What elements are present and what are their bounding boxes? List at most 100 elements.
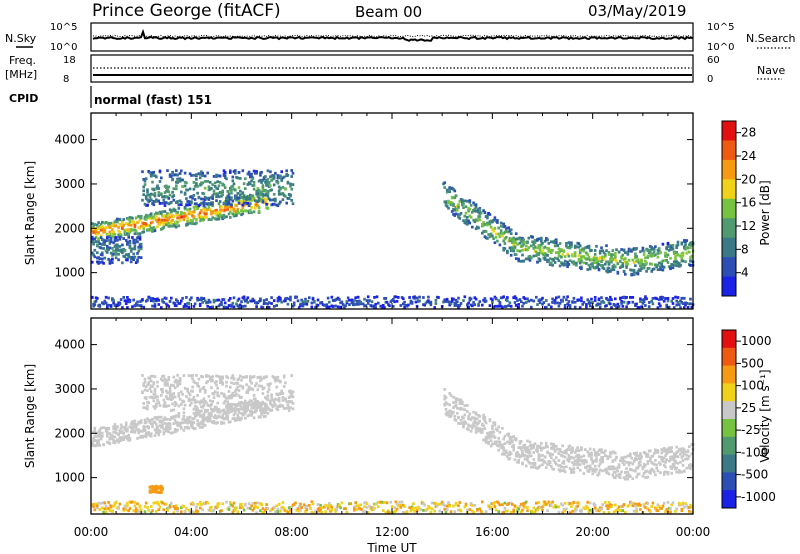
echo-cell bbox=[429, 303, 433, 307]
echo-cell bbox=[560, 255, 563, 258]
echo-cell bbox=[170, 501, 173, 505]
echo-cell bbox=[241, 203, 245, 207]
echo-cell bbox=[334, 304, 337, 308]
velocity-cells bbox=[91, 373, 695, 515]
echo-cell bbox=[452, 401, 455, 404]
echo-cell bbox=[227, 390, 231, 393]
echo-cell bbox=[267, 301, 271, 304]
echo-cell bbox=[635, 259, 638, 263]
echo-cell bbox=[167, 221, 171, 225]
echo-cell bbox=[133, 419, 137, 423]
echo-cell bbox=[478, 300, 482, 303]
echo-cell bbox=[191, 219, 194, 223]
echo-cell bbox=[518, 442, 522, 445]
echo-cell bbox=[234, 390, 237, 393]
echo-cell bbox=[509, 452, 513, 455]
echo-cell bbox=[552, 505, 556, 509]
echo-cell bbox=[191, 501, 194, 505]
echo-cell bbox=[244, 406, 247, 410]
echo-cell bbox=[177, 413, 181, 417]
echo-cell bbox=[117, 248, 120, 252]
echo-cell bbox=[400, 500, 404, 504]
echo-cell bbox=[601, 264, 604, 267]
echo-cell bbox=[576, 460, 579, 464]
echo-cell bbox=[570, 245, 573, 248]
echo-cell bbox=[157, 298, 161, 302]
echo-cell bbox=[543, 251, 547, 255]
echo-cell bbox=[276, 510, 280, 514]
echo-cell bbox=[662, 299, 666, 303]
echo-cell bbox=[121, 306, 124, 309]
echo-cell bbox=[606, 457, 610, 460]
echo-cell bbox=[142, 230, 145, 234]
echo-cell bbox=[556, 244, 559, 247]
echo-cell bbox=[229, 169, 232, 173]
echo-cell bbox=[445, 508, 449, 511]
echo-cell bbox=[260, 503, 263, 506]
echo-cell bbox=[448, 300, 451, 304]
echo-cell bbox=[202, 217, 206, 221]
echo-cell bbox=[665, 255, 668, 259]
echo-cell bbox=[444, 511, 448, 514]
echo-cell bbox=[259, 193, 262, 197]
echo-cell bbox=[239, 403, 242, 407]
echo-cell bbox=[320, 510, 324, 514]
echo-cell bbox=[443, 504, 446, 508]
echo-cell bbox=[152, 299, 156, 303]
echo-cell bbox=[486, 237, 489, 240]
echo-cell bbox=[94, 229, 98, 232]
echo-cell bbox=[676, 243, 680, 247]
echo-cell bbox=[262, 411, 266, 415]
echo-cell bbox=[143, 380, 147, 384]
echo-cell bbox=[454, 501, 458, 505]
echo-cell bbox=[261, 184, 265, 187]
echo-cell bbox=[612, 263, 616, 267]
echo-cell bbox=[363, 297, 366, 301]
echo-cell bbox=[188, 415, 192, 419]
echo-cell bbox=[220, 379, 223, 383]
echo-cell bbox=[210, 202, 213, 206]
echo-cell bbox=[661, 242, 665, 246]
echo-cell bbox=[92, 253, 95, 257]
echo-cell bbox=[472, 301, 475, 304]
echo-cell bbox=[266, 169, 270, 173]
echo-cell bbox=[533, 442, 537, 446]
echo-cell bbox=[177, 207, 181, 210]
echo-cell bbox=[287, 409, 291, 412]
nsearch-tick-bottom: 10^0 bbox=[707, 42, 734, 53]
echo-cell bbox=[664, 470, 667, 474]
echo-cell bbox=[203, 390, 207, 394]
echo-cell bbox=[155, 402, 158, 406]
echo-cell bbox=[139, 242, 143, 246]
echo-cell bbox=[197, 422, 201, 425]
echo-cell bbox=[557, 259, 561, 263]
echo-cell bbox=[299, 304, 302, 308]
echo-cell bbox=[684, 243, 687, 246]
echo-cell bbox=[207, 298, 211, 302]
echo-cell bbox=[313, 511, 316, 515]
echo-cell bbox=[237, 171, 241, 174]
echo-cell bbox=[625, 260, 628, 264]
echo-cell bbox=[580, 257, 583, 261]
echo-cell bbox=[503, 434, 507, 438]
echo-cell bbox=[121, 249, 124, 253]
echo-cell bbox=[157, 415, 161, 419]
echo-cell bbox=[639, 250, 642, 254]
echo-cell bbox=[185, 214, 188, 218]
echo-cell bbox=[652, 250, 656, 253]
echo-cell bbox=[565, 263, 568, 266]
echo-cell bbox=[122, 507, 125, 511]
echo-cell bbox=[187, 426, 191, 430]
echo-cell bbox=[200, 503, 203, 506]
echo-cell bbox=[517, 306, 520, 309]
echo-cell bbox=[218, 174, 222, 178]
echo-cell bbox=[192, 181, 196, 184]
echo-cell bbox=[318, 509, 321, 513]
echo-cell bbox=[471, 416, 474, 419]
echo-cell bbox=[452, 204, 455, 208]
echo-cell bbox=[282, 407, 286, 410]
echo-cell bbox=[449, 410, 453, 413]
echo-cell bbox=[197, 385, 201, 388]
echo-cell bbox=[508, 301, 512, 305]
echo-cell bbox=[261, 178, 265, 182]
